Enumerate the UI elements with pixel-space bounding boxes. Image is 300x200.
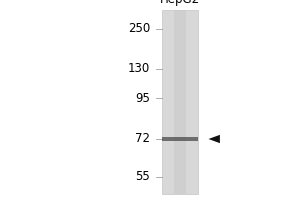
Text: 250: 250 xyxy=(128,22,150,36)
Polygon shape xyxy=(208,135,220,143)
Bar xyxy=(162,10,198,194)
Text: 130: 130 xyxy=(128,62,150,75)
Bar xyxy=(174,10,186,194)
Text: 72: 72 xyxy=(135,132,150,146)
Text: 95: 95 xyxy=(135,92,150,104)
Text: 55: 55 xyxy=(135,170,150,184)
Text: HepG2: HepG2 xyxy=(160,0,200,6)
Bar xyxy=(162,137,198,141)
